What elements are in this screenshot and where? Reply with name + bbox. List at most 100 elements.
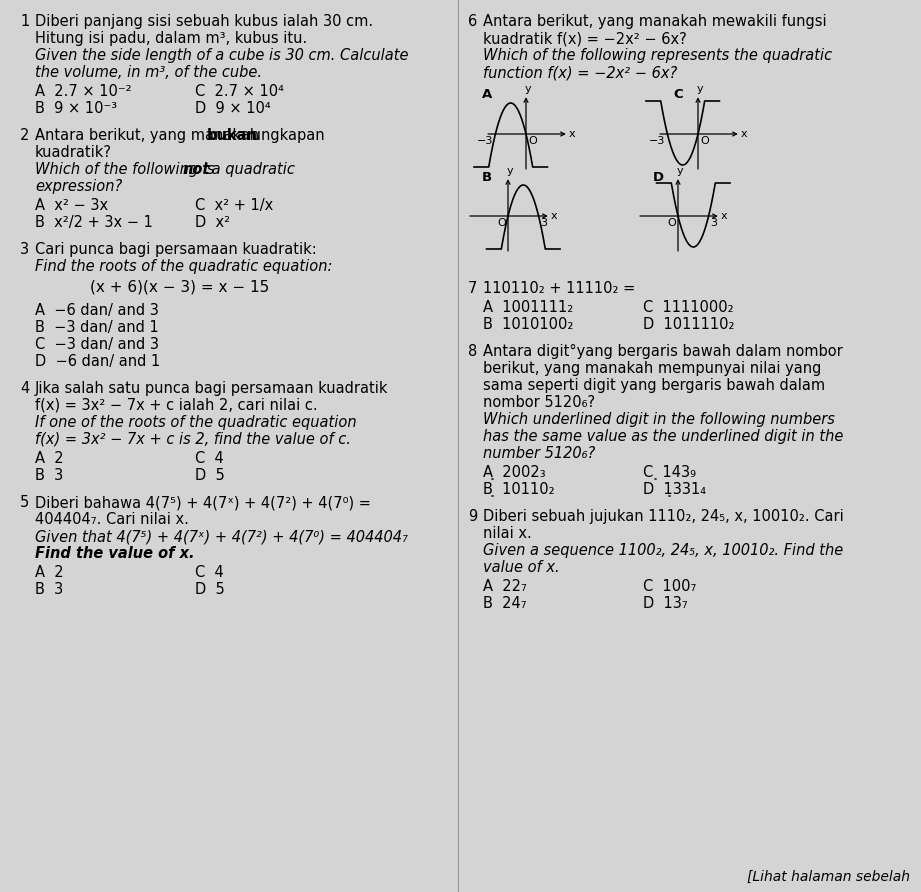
Text: −3: −3 — [477, 136, 494, 146]
Text: A  2: A 2 — [35, 565, 64, 580]
Text: If one of the roots of the quadratic equation: If one of the roots of the quadratic equ… — [35, 415, 356, 430]
Text: bukan: bukan — [207, 128, 258, 143]
Text: B  −3 dan/ and 1: B −3 dan/ and 1 — [35, 320, 158, 335]
Text: Diberi panjang sisi sebuah kubus ialah 30 cm.: Diberi panjang sisi sebuah kubus ialah 3… — [35, 14, 373, 29]
Text: A  22₇: A 22₇ — [483, 579, 527, 594]
Text: A  2.7 × 10⁻²: A 2.7 × 10⁻² — [35, 84, 132, 99]
Text: C: C — [673, 88, 682, 101]
Text: x: x — [721, 211, 728, 221]
Text: Hitung isi padu, dalam m³, kubus itu.: Hitung isi padu, dalam m³, kubus itu. — [35, 31, 308, 46]
Text: function f(x) = −2x² − 6x?: function f(x) = −2x² − 6x? — [483, 65, 677, 80]
Text: C  4: C 4 — [195, 565, 224, 580]
Text: y: y — [525, 84, 531, 94]
Text: Cari punca bagi persamaan kuadratik:: Cari punca bagi persamaan kuadratik: — [35, 242, 317, 257]
Text: the volume, in m³, of the cube.: the volume, in m³, of the cube. — [35, 65, 262, 80]
Text: Find the value of x.: Find the value of x. — [35, 546, 194, 561]
Text: a quadratic: a quadratic — [207, 162, 295, 177]
Text: 2: 2 — [20, 128, 29, 143]
Text: D  9 × 10⁴: D 9 × 10⁴ — [195, 101, 271, 116]
Text: not: not — [183, 162, 210, 177]
Text: D  x²: D x² — [195, 215, 230, 230]
Text: y: y — [696, 84, 704, 94]
Text: A  1001111₂: A 1001111₂ — [483, 300, 573, 315]
Text: Antara berikut, yang manakah mewakili fungsi: Antara berikut, yang manakah mewakili fu… — [483, 14, 827, 29]
Text: C  x² + 1/x: C x² + 1/x — [195, 198, 274, 213]
Text: C  100₇: C 100₇ — [643, 579, 696, 594]
Text: 1: 1 — [20, 14, 29, 29]
Text: A  x² − 3x: A x² − 3x — [35, 198, 108, 213]
Text: Given a sequence 1100₂, 24₅, x, 10010₂. Find the: Given a sequence 1100₂, 24₅, x, 10010₂. … — [483, 543, 844, 558]
Text: B  3: B 3 — [35, 468, 64, 483]
Text: 9: 9 — [468, 509, 477, 524]
Text: Which underlined digit in the following numbers: Which underlined digit in the following … — [483, 412, 834, 427]
Text: 5: 5 — [20, 495, 29, 510]
Text: f(x) = 3x² − 7x + c is 2, find the value of c.: f(x) = 3x² − 7x + c is 2, find the value… — [35, 432, 351, 447]
Text: x: x — [741, 129, 748, 139]
Text: D  5: D 5 — [195, 468, 225, 483]
Text: A  2: A 2 — [35, 451, 64, 466]
Text: ungkapan: ungkapan — [247, 128, 324, 143]
Text: B  24₇: B 24₇ — [483, 596, 527, 611]
Text: [Lihat halaman sebelah: [Lihat halaman sebelah — [747, 870, 910, 884]
Text: sama seperti digit yang bergaris bawah dalam: sama seperti digit yang bergaris bawah d… — [483, 378, 825, 393]
Text: Given that 4(7⁵) + 4(7ˣ) + 4(7²) + 4(7⁰) = 404404₇: Given that 4(7⁵) + 4(7ˣ) + 4(7²) + 4(7⁰)… — [35, 529, 408, 544]
Text: 3: 3 — [711, 218, 717, 228]
Text: nilai x.: nilai x. — [483, 526, 531, 541]
Text: C  143₉: C 143₉ — [643, 465, 696, 480]
Text: 7: 7 — [468, 281, 477, 296]
Text: 8: 8 — [468, 344, 477, 359]
Text: C  4: C 4 — [195, 451, 224, 466]
Text: Which of the following is: Which of the following is — [35, 162, 219, 177]
Text: 404404₇. Cari nilai x.: 404404₇. Cari nilai x. — [35, 512, 189, 527]
Text: D: D — [653, 171, 664, 184]
Text: −3: −3 — [649, 136, 665, 146]
Text: Find the roots of the quadratic equation:: Find the roots of the quadratic equation… — [35, 259, 332, 274]
Text: 3: 3 — [541, 218, 548, 228]
Text: Diberi bahawa 4(7⁵) + 4(7ˣ) + 4(7²) + 4(7⁰) =: Diberi bahawa 4(7⁵) + 4(7ˣ) + 4(7²) + 4(… — [35, 495, 371, 510]
Text: A  −6 dan/ and 3: A −6 dan/ and 3 — [35, 303, 159, 318]
Text: O: O — [497, 218, 506, 228]
Text: has the same value as the underlined digit in the: has the same value as the underlined dig… — [483, 429, 844, 444]
Text: 110110₂ + 11110₂ =: 110110₂ + 11110₂ = — [483, 281, 635, 296]
Text: A  2002₃: A 2002₃ — [483, 465, 545, 480]
Text: C  1111000₂: C 1111000₂ — [643, 300, 734, 315]
Text: Diberi sebuah jujukan 1110₂, 24₅, x, 10010₂. Cari: Diberi sebuah jujukan 1110₂, 24₅, x, 100… — [483, 509, 844, 524]
Text: D  13₇: D 13₇ — [643, 596, 688, 611]
Text: 3: 3 — [20, 242, 29, 257]
Text: A: A — [482, 88, 492, 101]
Text: O: O — [528, 136, 537, 146]
Text: B  3: B 3 — [35, 582, 64, 597]
Text: B  10110₂: B 10110₂ — [483, 482, 554, 497]
Text: kuadratik?: kuadratik? — [35, 145, 112, 160]
Text: D  1011110₂: D 1011110₂ — [643, 317, 735, 332]
Text: x: x — [551, 211, 557, 221]
Text: Jika salah satu punca bagi persamaan kuadratik: Jika salah satu punca bagi persamaan kua… — [35, 381, 389, 396]
Text: B  x²/2 + 3x − 1: B x²/2 + 3x − 1 — [35, 215, 153, 230]
Text: 6: 6 — [468, 14, 477, 29]
Text: C  −3 dan/ and 3: C −3 dan/ and 3 — [35, 337, 159, 352]
Text: f(x) = 3x² − 7x + c ialah 2, cari nilai c.: f(x) = 3x² − 7x + c ialah 2, cari nilai … — [35, 398, 318, 413]
Text: y: y — [677, 166, 683, 176]
Text: Given the side length of a cube is 30 cm. Calculate: Given the side length of a cube is 30 cm… — [35, 48, 409, 63]
Text: C  2.7 × 10⁴: C 2.7 × 10⁴ — [195, 84, 284, 99]
Text: Antara digit°yang bergaris bawah dalam nombor: Antara digit°yang bergaris bawah dalam n… — [483, 344, 843, 359]
Text: D  1331₄: D 1331₄ — [643, 482, 706, 497]
Text: y: y — [507, 166, 513, 176]
Text: D  5: D 5 — [195, 582, 225, 597]
Text: B: B — [482, 171, 492, 184]
Text: O: O — [667, 218, 676, 228]
Text: berikut, yang manakah mempunyai nilai yang: berikut, yang manakah mempunyai nilai ya… — [483, 361, 822, 376]
Text: kuadratik f(x) = −2x² − 6x?: kuadratik f(x) = −2x² − 6x? — [483, 31, 687, 46]
Text: 4: 4 — [20, 381, 29, 396]
Text: B  9 × 10⁻³: B 9 × 10⁻³ — [35, 101, 117, 116]
Text: x: x — [569, 129, 576, 139]
Text: value of x.: value of x. — [483, 560, 560, 575]
Text: (x + 6)(x − 3) = x − 15: (x + 6)(x − 3) = x − 15 — [90, 280, 269, 295]
Text: nombor 5120₆?: nombor 5120₆? — [483, 395, 595, 410]
Text: Which of the following represents the quadratic: Which of the following represents the qu… — [483, 48, 833, 63]
Text: O: O — [700, 136, 709, 146]
Text: D  −6 dan/ and 1: D −6 dan/ and 1 — [35, 354, 160, 369]
Text: B  1010100₂: B 1010100₂ — [483, 317, 574, 332]
Text: number 5120₆?: number 5120₆? — [483, 446, 595, 461]
Text: Antara berikut, yang manakah: Antara berikut, yang manakah — [35, 128, 263, 143]
